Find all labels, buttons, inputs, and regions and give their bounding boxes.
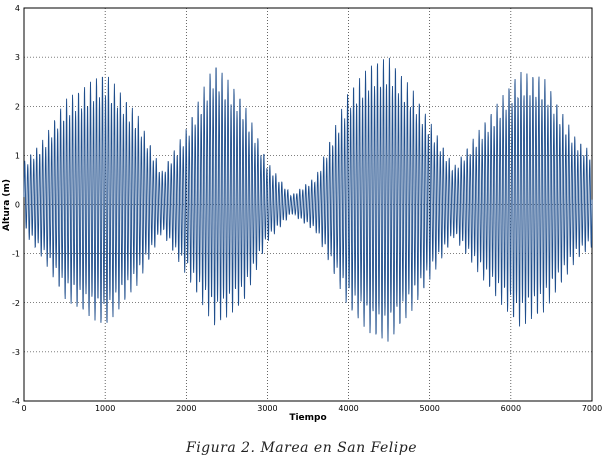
x-tick-label: 5000 [420, 404, 440, 413]
y-axis-label: Altura (m) [2, 179, 12, 231]
y-tick-label: 3 [15, 53, 20, 62]
tide-series-line [23, 57, 593, 342]
y-tick-label: -4 [12, 397, 20, 406]
y-tick-label: 4 [15, 4, 20, 13]
x-tick-label: 0 [21, 404, 26, 413]
y-tick-label: -2 [12, 299, 20, 308]
y-tick-label: -3 [12, 348, 20, 357]
y-tick-label: 2 [15, 102, 20, 111]
x-ticks: 0 1000 2000 3000 4000 5000 6000 7000 [21, 404, 602, 413]
series-group [23, 57, 593, 342]
y-ticks: -4 -3 -2 -1 0 1 2 3 4 [12, 4, 20, 406]
y-tick-label: 1 [15, 151, 20, 160]
x-tick-label: 6000 [501, 404, 521, 413]
x-tick-label: 3000 [257, 404, 277, 413]
x-axis-label: Tiempo [289, 413, 326, 423]
grid-lines [24, 8, 592, 401]
y-tick-label: -1 [12, 250, 20, 259]
figure-caption: Figura 2. Marea en San Felipe [185, 440, 417, 456]
y-tick-label: 0 [15, 201, 20, 210]
x-tick-label: 2000 [176, 404, 196, 413]
x-tick-label: 4000 [338, 404, 358, 413]
x-tick-label: 1000 [95, 404, 115, 413]
x-tick-label: 7000 [582, 404, 602, 413]
